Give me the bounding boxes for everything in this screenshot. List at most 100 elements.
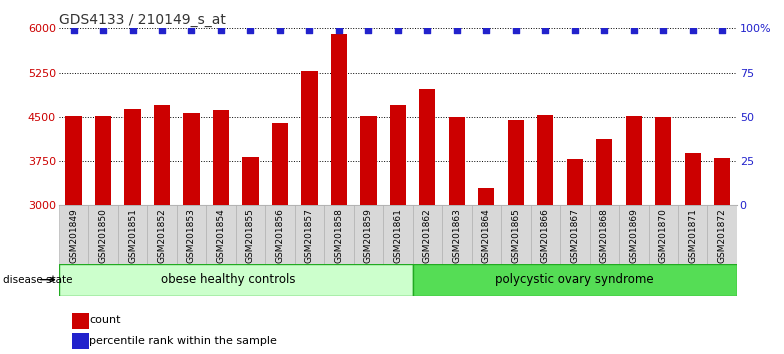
Bar	[95, 116, 111, 205]
Bar	[236, 205, 265, 264]
Text: GSM201849: GSM201849	[69, 208, 78, 263]
Bar	[89, 205, 118, 264]
Bar	[118, 205, 147, 264]
Text: GSM201854: GSM201854	[216, 208, 226, 263]
Text: GSM201852: GSM201852	[158, 208, 166, 263]
Bar	[59, 264, 412, 296]
Text: GSM201867: GSM201867	[570, 208, 579, 263]
Bar	[567, 159, 583, 205]
Point	[716, 27, 728, 33]
Point	[67, 27, 80, 33]
Bar	[590, 205, 619, 264]
Bar	[72, 313, 89, 329]
Bar	[508, 120, 524, 205]
Text: GSM201859: GSM201859	[364, 208, 373, 263]
Text: GSM201851: GSM201851	[128, 208, 137, 263]
Bar	[361, 116, 376, 205]
Bar	[242, 157, 259, 205]
Bar	[176, 205, 206, 264]
Bar	[301, 71, 318, 205]
Bar	[478, 188, 495, 205]
Text: GSM201850: GSM201850	[99, 208, 107, 263]
Bar	[560, 205, 590, 264]
Bar	[295, 205, 324, 264]
Text: GSM201868: GSM201868	[600, 208, 609, 263]
Point	[362, 27, 375, 33]
Point	[96, 27, 109, 33]
Text: GSM201865: GSM201865	[511, 208, 521, 263]
Bar	[448, 118, 465, 205]
Point	[274, 27, 286, 33]
Bar	[354, 205, 383, 264]
Point	[480, 27, 492, 33]
Point	[451, 27, 463, 33]
Bar	[390, 105, 406, 205]
Point	[687, 27, 699, 33]
Text: GSM201864: GSM201864	[482, 208, 491, 263]
Bar	[331, 34, 347, 205]
Bar	[154, 105, 170, 205]
Bar	[684, 153, 701, 205]
Bar	[206, 205, 236, 264]
Text: count: count	[89, 315, 121, 325]
Point	[332, 27, 345, 33]
Text: percentile rank within the sample: percentile rank within the sample	[89, 336, 278, 346]
Bar	[537, 115, 554, 205]
Bar	[265, 205, 295, 264]
Point	[185, 27, 198, 33]
Point	[303, 27, 316, 33]
Text: GSM201861: GSM201861	[394, 208, 402, 263]
Text: obese healthy controls: obese healthy controls	[161, 273, 296, 286]
Text: GSM201856: GSM201856	[275, 208, 285, 263]
Text: GSM201871: GSM201871	[688, 208, 697, 263]
Bar	[65, 116, 82, 205]
Text: GSM201866: GSM201866	[541, 208, 550, 263]
Point	[421, 27, 434, 33]
Bar	[419, 88, 435, 205]
Bar	[272, 123, 288, 205]
Text: polycystic ovary syndrome: polycystic ovary syndrome	[495, 273, 654, 286]
Bar	[412, 264, 737, 296]
Text: GSM201857: GSM201857	[305, 208, 314, 263]
Bar	[472, 205, 501, 264]
Text: disease state: disease state	[3, 275, 72, 285]
Bar	[655, 118, 671, 205]
Bar	[596, 139, 612, 205]
Point	[657, 27, 670, 33]
Point	[244, 27, 256, 33]
Bar	[59, 205, 89, 264]
Point	[156, 27, 169, 33]
Text: GSM201863: GSM201863	[452, 208, 461, 263]
Bar	[714, 158, 731, 205]
Text: GSM201862: GSM201862	[423, 208, 432, 263]
Point	[215, 27, 227, 33]
Bar	[383, 205, 412, 264]
Bar	[213, 110, 229, 205]
Text: GSM201869: GSM201869	[630, 208, 638, 263]
Point	[510, 27, 522, 33]
Bar	[442, 205, 472, 264]
Bar	[147, 205, 176, 264]
Bar	[648, 205, 678, 264]
Text: GSM201853: GSM201853	[187, 208, 196, 263]
Bar	[183, 113, 200, 205]
Text: GSM201870: GSM201870	[659, 208, 668, 263]
Bar	[412, 205, 442, 264]
Bar	[626, 116, 642, 205]
Point	[391, 27, 405, 33]
Point	[598, 27, 611, 33]
Text: GSM201858: GSM201858	[335, 208, 343, 263]
Bar	[707, 205, 737, 264]
Point	[539, 27, 552, 33]
Point	[627, 27, 640, 33]
Bar	[72, 333, 89, 349]
Bar	[678, 205, 707, 264]
Bar	[125, 109, 140, 205]
Bar	[619, 205, 648, 264]
Bar	[501, 205, 531, 264]
Text: GSM201855: GSM201855	[246, 208, 255, 263]
Point	[126, 27, 139, 33]
Bar	[324, 205, 354, 264]
Text: GSM201872: GSM201872	[717, 208, 727, 263]
Bar	[531, 205, 560, 264]
